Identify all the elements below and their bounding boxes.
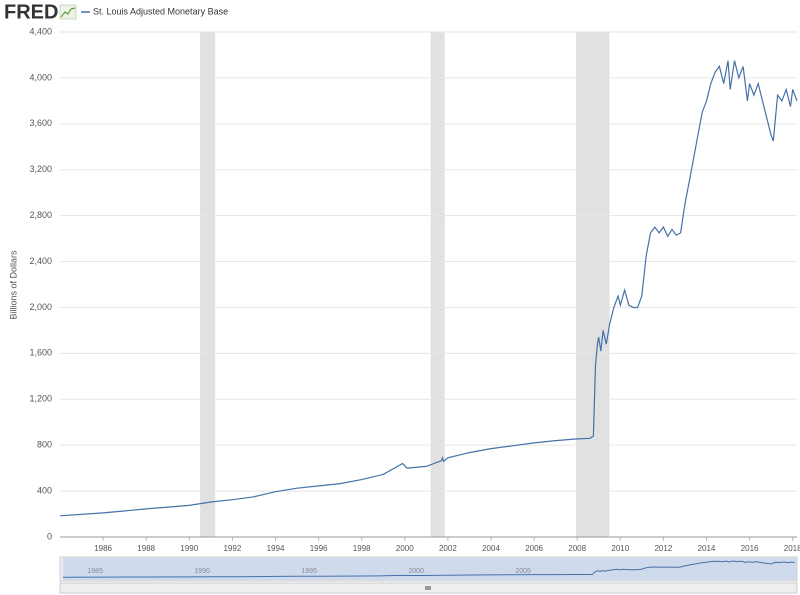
x-tick-label: 1998 bbox=[353, 544, 371, 553]
x-tick-label: 2000 bbox=[396, 544, 414, 553]
recession-band bbox=[576, 32, 610, 537]
x-tick-label: 2012 bbox=[654, 544, 672, 553]
x-tick-label: 1986 bbox=[94, 544, 112, 553]
x-tick-label: 2014 bbox=[698, 544, 716, 553]
x-tick-label: 2016 bbox=[741, 544, 759, 553]
brand-logo[interactable]: FRED bbox=[4, 1, 58, 23]
x-tick-label: 2018 bbox=[784, 544, 800, 553]
legend-label: St. Louis Adjusted Monetary Base bbox=[93, 6, 228, 16]
y-tick-label: 400 bbox=[37, 485, 52, 495]
x-tick-label: 2004 bbox=[482, 544, 500, 553]
recession-band bbox=[430, 32, 445, 537]
x-tick-label: 2002 bbox=[439, 544, 457, 553]
recession-band bbox=[200, 32, 216, 537]
x-tick-label: 1994 bbox=[267, 544, 285, 553]
y-tick-label: 2,400 bbox=[29, 256, 52, 266]
y-tick-label: 4,000 bbox=[29, 72, 52, 82]
navigator-tick-label: 2000 bbox=[408, 568, 424, 575]
y-axis-label: Billions of Dollars bbox=[8, 250, 18, 320]
navigator-line bbox=[62, 560, 795, 578]
navigator-tick-label: 1990 bbox=[194, 568, 210, 575]
y-tick-label: 2,800 bbox=[29, 210, 52, 220]
navigator-tick-label: 1985 bbox=[87, 568, 103, 575]
logo-icon bbox=[59, 4, 77, 20]
x-tick-label: 2006 bbox=[525, 544, 543, 553]
y-tick-label: 4,400 bbox=[29, 26, 52, 36]
x-tick-label: 1992 bbox=[223, 544, 241, 553]
y-tick-label: 2,000 bbox=[29, 302, 52, 312]
y-tick-label: 0 bbox=[47, 531, 52, 541]
scrollbar-grip[interactable] bbox=[425, 586, 431, 590]
y-tick-label: 1,600 bbox=[29, 348, 52, 358]
x-tick-label: 2008 bbox=[568, 544, 586, 553]
y-tick-label: 800 bbox=[37, 440, 52, 450]
y-tick-label: 3,600 bbox=[29, 118, 52, 128]
x-tick-label: 2010 bbox=[611, 544, 629, 553]
y-tick-label: 3,200 bbox=[29, 164, 52, 174]
navigator-tick-label: 1995 bbox=[301, 568, 317, 575]
x-tick-label: 1996 bbox=[310, 544, 328, 553]
x-tick-label: 1988 bbox=[137, 544, 155, 553]
navigator-tick-label: 2005 bbox=[515, 568, 531, 575]
y-tick-label: 1,200 bbox=[29, 394, 52, 404]
navigator-selection[interactable] bbox=[63, 558, 797, 580]
series-line bbox=[59, 60, 798, 517]
x-tick-label: 1990 bbox=[180, 544, 198, 553]
